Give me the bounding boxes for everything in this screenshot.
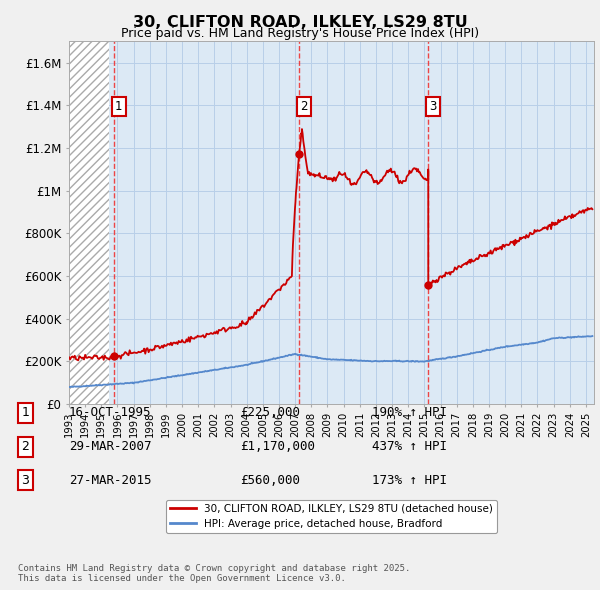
- Text: 190% ↑ HPI: 190% ↑ HPI: [372, 407, 447, 419]
- Text: 2: 2: [300, 100, 308, 113]
- Text: 3: 3: [21, 474, 29, 487]
- Text: 3: 3: [430, 100, 437, 113]
- Text: 173% ↑ HPI: 173% ↑ HPI: [372, 474, 447, 487]
- Text: £560,000: £560,000: [240, 474, 300, 487]
- Text: 1: 1: [21, 407, 29, 419]
- Text: 2: 2: [21, 440, 29, 453]
- Text: 29-MAR-2007: 29-MAR-2007: [69, 440, 151, 453]
- Text: Price paid vs. HM Land Registry's House Price Index (HPI): Price paid vs. HM Land Registry's House …: [121, 27, 479, 40]
- Text: £1,170,000: £1,170,000: [240, 440, 315, 453]
- Text: £225,000: £225,000: [240, 407, 300, 419]
- Text: 437% ↑ HPI: 437% ↑ HPI: [372, 440, 447, 453]
- Text: 1: 1: [115, 100, 122, 113]
- Text: Contains HM Land Registry data © Crown copyright and database right 2025.
This d: Contains HM Land Registry data © Crown c…: [18, 563, 410, 583]
- Bar: [69, 41, 109, 404]
- Legend: 30, CLIFTON ROAD, ILKLEY, LS29 8TU (detached house), HPI: Average price, detache: 30, CLIFTON ROAD, ILKLEY, LS29 8TU (deta…: [166, 500, 497, 533]
- Text: 30, CLIFTON ROAD, ILKLEY, LS29 8TU: 30, CLIFTON ROAD, ILKLEY, LS29 8TU: [133, 15, 467, 30]
- Text: 27-MAR-2015: 27-MAR-2015: [69, 474, 151, 487]
- Text: 16-OCT-1995: 16-OCT-1995: [69, 407, 151, 419]
